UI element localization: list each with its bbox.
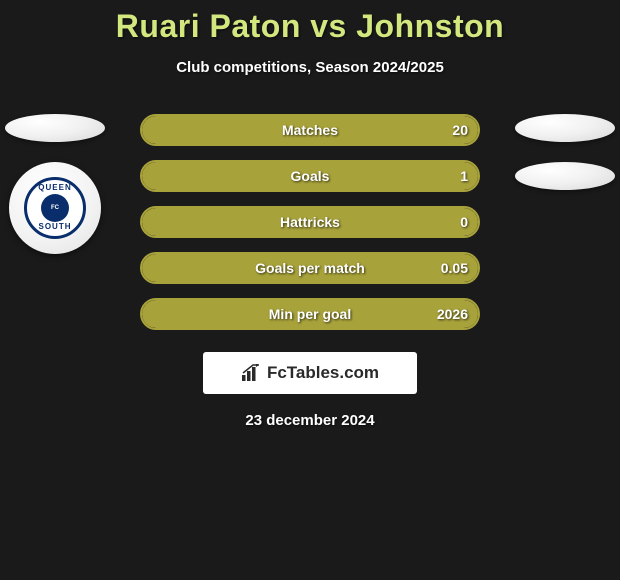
- badge-text-bottom: SOUTH: [39, 223, 72, 232]
- brand-logo: FcTables.com: [203, 352, 417, 394]
- chart-icon: [241, 364, 263, 382]
- stat-row: Goals per match 0.05: [140, 252, 480, 284]
- bar-fill-left: [142, 162, 310, 190]
- stat-value-right: 20: [452, 122, 468, 138]
- page-title: Ruari Paton vs Johnston: [0, 8, 620, 45]
- stat-label: Min per goal: [269, 306, 351, 322]
- badge-center: FC: [41, 194, 69, 222]
- stat-value-right: 0.05: [441, 260, 468, 276]
- right-player-column: [510, 114, 620, 190]
- stat-label: Goals per match: [255, 260, 365, 276]
- ball-icon: [5, 114, 105, 142]
- stat-label: Matches: [282, 122, 338, 138]
- stat-label: Hattricks: [280, 214, 340, 230]
- ball-icon: [515, 114, 615, 142]
- stat-bars: Matches 20 Goals 1 Hattricks 0 Goals per match…: [140, 114, 480, 330]
- subtitle: Club competitions, Season 2024/2025: [0, 59, 620, 76]
- stats-block: QUEEN FC SOUTH Matches 20 Goals 1 Hattricks 0…: [0, 114, 620, 330]
- stat-row: Hattricks 0: [140, 206, 480, 238]
- stat-value-right: 2026: [437, 306, 468, 322]
- club-badge-left: QUEEN FC SOUTH: [9, 162, 101, 254]
- stat-value-right: 1: [460, 168, 468, 184]
- stat-value-right: 0: [460, 214, 468, 230]
- date-text: 23 december 2024: [0, 412, 620, 429]
- ball-icon: [515, 162, 615, 190]
- stat-row: Matches 20: [140, 114, 480, 146]
- bar-fill-right: [310, 162, 478, 190]
- stat-row: Min per goal 2026: [140, 298, 480, 330]
- stat-label: Goals: [291, 168, 330, 184]
- comparison-card: Ruari Paton vs Johnston Club competition…: [0, 0, 620, 429]
- brand-text: FcTables.com: [267, 363, 379, 383]
- badge-inner: QUEEN FC SOUTH: [24, 177, 86, 239]
- stat-row: Goals 1: [140, 160, 480, 192]
- left-player-column: QUEEN FC SOUTH: [0, 114, 110, 254]
- badge-text-top: QUEEN: [38, 184, 71, 193]
